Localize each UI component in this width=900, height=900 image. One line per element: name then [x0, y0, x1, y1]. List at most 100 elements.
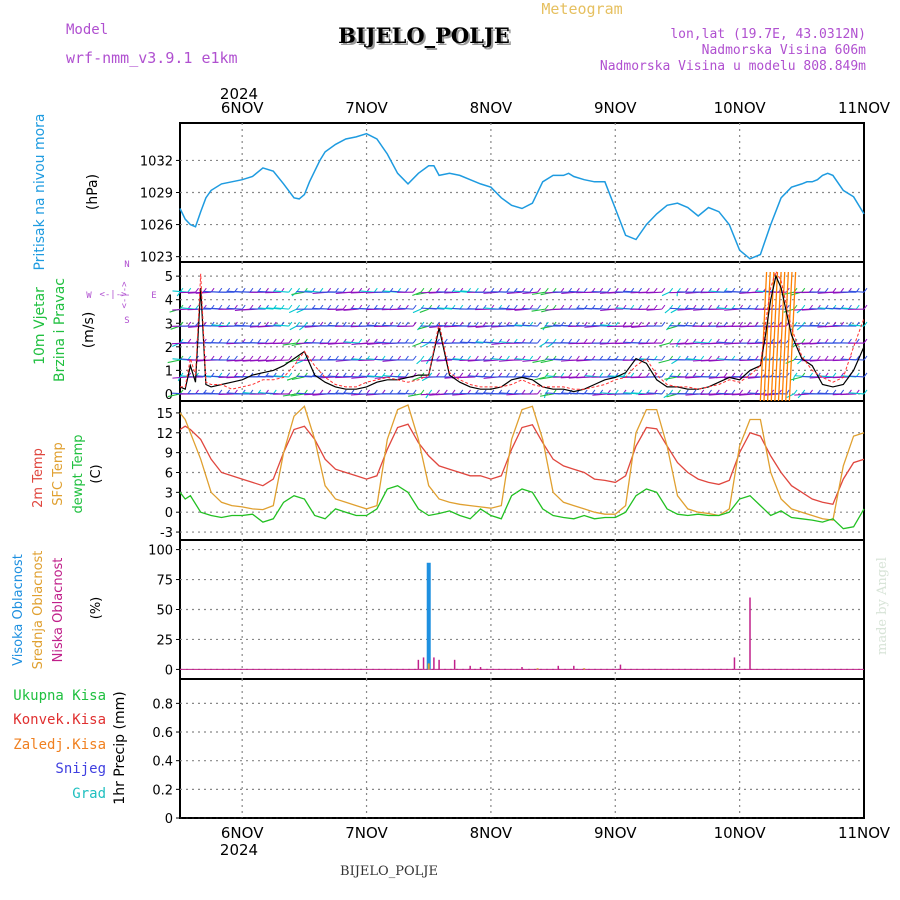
wind-barb [491, 358, 507, 361]
altitude: Nadmorska Visina 606m [702, 43, 867, 58]
wind-barb-flag [544, 304, 549, 310]
wind-barb [408, 393, 422, 397]
wind-barb-flag [708, 304, 712, 310]
wind-barb-flag [342, 287, 347, 293]
wind-barb-flag [708, 372, 712, 378]
wind-barb [265, 291, 282, 294]
wind-barb [358, 375, 375, 378]
wind-barb-flag [249, 355, 254, 361]
day-label-top: 10NOV [714, 99, 767, 117]
y-tick-label: 0.8 [152, 697, 173, 712]
wind-barb [521, 307, 538, 310]
wind-barb-flag [863, 338, 868, 344]
wind-barb [796, 325, 803, 331]
wind-barb-flag [576, 355, 580, 361]
wind-barb-flag [389, 304, 394, 310]
wind-barb [467, 341, 484, 344]
wind-barb [374, 358, 390, 361]
wind-barb-flag [614, 338, 619, 344]
wind-barb [421, 342, 429, 348]
wind-barb [374, 341, 390, 344]
wind-barb [452, 290, 468, 293]
page-title: BIJELO_POLJE [338, 23, 510, 48]
wind-barb-flag [280, 389, 285, 395]
wind-barb [631, 392, 647, 395]
wind-barb-flag [451, 287, 456, 293]
wind-barb [444, 291, 460, 294]
wind-barb-flag [420, 287, 425, 293]
wind-barb-flag [436, 355, 440, 361]
wind-barb [475, 375, 491, 378]
wind-barb-flag [832, 389, 837, 395]
wind-barb [273, 359, 289, 362]
wind-barb [167, 393, 181, 398]
wind-barb-flag [863, 355, 868, 361]
wind-barb-flag [412, 338, 417, 344]
wind-barb [282, 393, 297, 397]
wind-barb-flag [506, 355, 510, 361]
wind-barb-flag [412, 321, 417, 327]
wind-barb-flag [723, 372, 728, 378]
wind-barb-flag [405, 355, 409, 361]
wind-barb [576, 376, 592, 379]
day-label-bottom: 8NOV [470, 824, 513, 842]
wind-barb [436, 324, 453, 327]
low-cloud-bar [733, 657, 736, 670]
wind-barb-flag [863, 287, 868, 293]
wind-barb [304, 393, 320, 396]
wind-barb [389, 375, 406, 378]
wind-barb-flag [226, 355, 231, 361]
wind-barb-flag [762, 355, 767, 361]
wind-barb-flag [801, 338, 806, 344]
wind-barb-flag [428, 287, 433, 293]
day-label-top: 7NOV [345, 99, 388, 117]
y-tick-label: 1026 [140, 219, 173, 234]
compass-n: N [124, 260, 129, 270]
y-tick-label: 15 [156, 407, 173, 422]
wind-barb [708, 393, 725, 396]
y-tick-label: 0 [165, 388, 173, 403]
wind-barb-flag [614, 304, 619, 310]
wind-barb-flag [653, 287, 658, 293]
wind-barb-flag [319, 287, 324, 293]
wind-barb-flag [218, 389, 223, 395]
wind-barb [374, 376, 390, 379]
wind-barb-flag [731, 338, 736, 344]
y-tick-label: 3 [165, 317, 173, 332]
wind-barb-flag [638, 321, 642, 327]
wind-barb-flag [443, 372, 448, 378]
wind-barb-strong [785, 271, 793, 402]
day-label-bottom: 10NOV [714, 824, 767, 842]
wind-barb [514, 308, 530, 311]
wind-barb [622, 325, 639, 328]
wind-barb-flag [832, 355, 837, 361]
wind-barb [506, 324, 523, 327]
wind-barb-flag [335, 304, 339, 310]
wind-barb-flag [241, 304, 246, 310]
low-cloud-bar [469, 665, 471, 670]
wind-barb-flag [366, 338, 370, 344]
wind-barb-flag [272, 338, 277, 344]
wind-barb [475, 308, 491, 311]
wind-barb-flag [638, 372, 642, 378]
wind-barb-flag [824, 338, 829, 344]
wind-barb-flag [645, 338, 650, 344]
wind-barb [522, 375, 538, 378]
wind-barb-flag [576, 338, 580, 344]
wind-barb-flag [412, 304, 417, 310]
wind-barb [351, 376, 367, 379]
wind-barb-flag [801, 304, 806, 310]
wind-barb-flag [723, 321, 728, 327]
wind-barb-flag [226, 372, 231, 378]
wind-barb [171, 342, 188, 345]
wind-barb [700, 291, 717, 294]
compass-w: W [86, 291, 92, 301]
wind-barb [716, 341, 732, 344]
wind-barb-flag [358, 389, 363, 395]
wind-barb [531, 291, 546, 295]
wind-barb [669, 342, 686, 345]
wind-barb-flag [513, 355, 518, 361]
precip-frame [179, 678, 865, 819]
grid-lines [180, 123, 864, 819]
low-cloud-bar [749, 597, 751, 670]
